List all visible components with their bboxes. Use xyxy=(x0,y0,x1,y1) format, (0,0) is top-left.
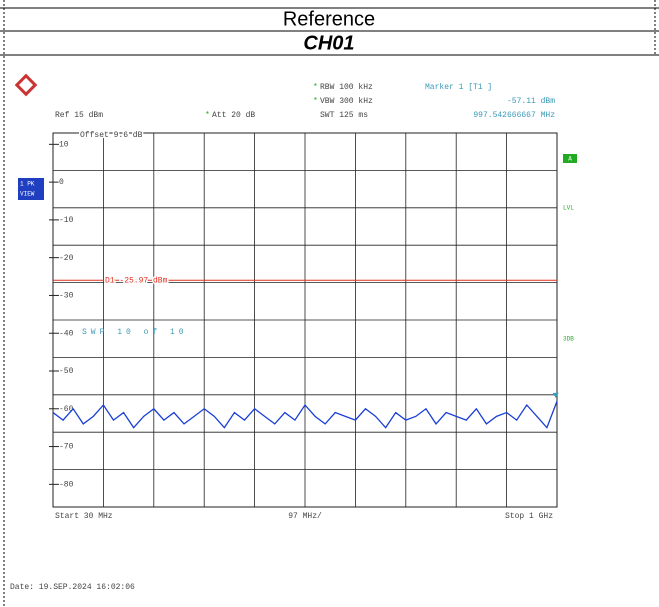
logo xyxy=(14,73,38,97)
star: * xyxy=(205,111,210,120)
span-div: 97 MHz/ xyxy=(288,512,322,521)
trace-mode: VIEW xyxy=(20,191,35,198)
sweep-time: SWT 125 ms xyxy=(320,111,368,120)
y-tick-label: -70 xyxy=(59,443,74,452)
attenuation: Att 20 dB xyxy=(212,111,255,120)
side-label: 3DB xyxy=(563,336,574,343)
display-line-label: D1 -25.97 dBm xyxy=(105,276,168,285)
date: Date: 19.SEP.2024 16:02:06 xyxy=(10,583,135,592)
a-badge xyxy=(563,154,577,163)
start: Start 30 MHz xyxy=(55,512,113,521)
star: * xyxy=(313,97,318,106)
y-tick-label: 10 xyxy=(59,140,69,149)
y-tick-label: -50 xyxy=(59,367,74,376)
marker-title: Marker 1 [T1 ] xyxy=(425,83,492,92)
stop: Stop 1 GHz xyxy=(505,512,553,521)
y-tick-label: -60 xyxy=(59,405,74,414)
y-tick-label: -40 xyxy=(59,329,74,338)
grid xyxy=(53,133,557,507)
vbw: VBW 300 kHz xyxy=(320,97,373,106)
y-tick-label: -10 xyxy=(59,216,74,225)
y-tick-label: -30 xyxy=(59,292,74,301)
sweep-count: SWP 10 of 10 xyxy=(82,328,188,337)
marker-level: -57.11 dBm xyxy=(507,97,555,106)
side-label: LVL xyxy=(563,205,574,212)
header-channel: CH01 xyxy=(303,32,354,54)
side-label: A xyxy=(568,156,572,163)
offset: Offset 9.6 dB xyxy=(80,131,143,140)
frame xyxy=(52,132,558,508)
y-tick-label: 0 xyxy=(59,178,64,187)
rbw: RBW 100 kHz xyxy=(320,83,373,92)
y-tick-label: -80 xyxy=(59,480,74,489)
header-title: Reference xyxy=(283,8,375,30)
trace-badge xyxy=(18,178,44,200)
star: * xyxy=(313,83,318,92)
ref-level: Ref 15 dBm xyxy=(55,111,103,120)
y-tick-label: -20 xyxy=(59,254,74,263)
trace xyxy=(52,400,558,429)
marker xyxy=(552,392,559,398)
trace-mode: 1 PK xyxy=(20,181,35,188)
marker-freq: 997.542666667 MHz xyxy=(473,111,555,120)
